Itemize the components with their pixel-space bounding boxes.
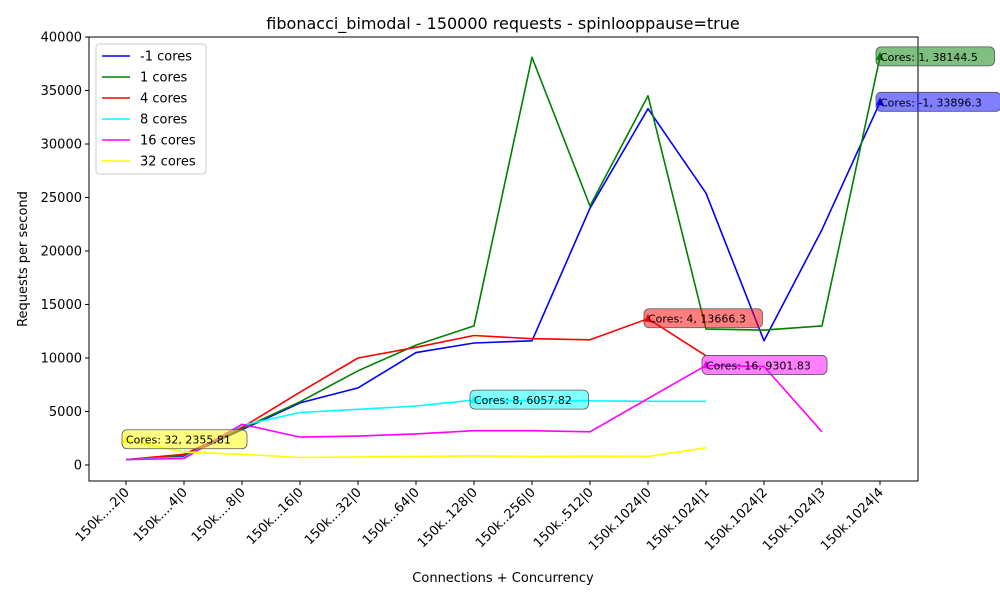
plot-frame (88, 36, 919, 482)
annotation-box (643, 308, 763, 329)
x-tick-label: 150k...64|0 (360, 485, 423, 548)
chart-title: fibonacci_bimodal - 150000 requests - sp… (266, 14, 739, 34)
x-tick-label: 150k....2|0 (73, 485, 133, 545)
annotation-label: Cores: 8, 6057.82 (474, 394, 572, 407)
legend-label: 8 cores (140, 113, 188, 128)
x-tick-label: 150k..128|0 (415, 485, 481, 551)
series-line (125, 56, 881, 461)
legend-label: 32 cores (140, 155, 196, 170)
legend-label: -1 cores (140, 50, 192, 65)
legend-label: 1 cores (140, 71, 188, 86)
legend-label: 16 cores (140, 134, 196, 149)
annotation-label: Cores: 1, 38144.5 (880, 51, 978, 64)
y-tick-label: 5000 (49, 405, 82, 420)
annotation-label: Cores: -1, 33896.3 (880, 96, 982, 109)
annotation-box (875, 91, 1000, 112)
y-tick-label: 35000 (41, 84, 82, 99)
series-line (125, 438, 707, 459)
x-tick-label: 150k...32|0 (302, 485, 365, 548)
plot-area: 0 5000 10000 15000 20000 25000 30000 35000 40000… (41, 31, 1000, 554)
annotation-box (469, 389, 589, 410)
y-axis-label: Requests per second (16, 191, 31, 327)
annotation-box (121, 429, 248, 450)
x-tick-label: 150k....4|0 (131, 485, 191, 545)
y-tick-label: 15000 (41, 298, 82, 313)
legend-label: 4 cores (140, 92, 188, 107)
annotation-label: Cores: 4, 13666.3 (648, 313, 746, 326)
annotation-label: Cores: 32, 2355.81 (126, 434, 231, 447)
y-tick-label: 0 (74, 458, 82, 473)
annotation-box (701, 355, 828, 375)
y-tick-label: 40000 (41, 31, 82, 46)
annotation-box (875, 46, 995, 67)
x-tick-label: 150k....8|0 (189, 485, 249, 545)
y-tick-label: 10000 (41, 351, 82, 366)
annotation-label: Cores: 16, 9301.83 (706, 359, 811, 372)
x-axis-label: Connections + Concurrency (412, 571, 594, 586)
y-tick-label: 30000 (41, 137, 82, 152)
x-tick-label: 150k...16|0 (244, 485, 307, 548)
x-tick-label: 150k..256|0 (473, 485, 539, 551)
y-tick-label: 20000 (41, 244, 82, 259)
y-tick-label: 25000 (41, 191, 82, 206)
